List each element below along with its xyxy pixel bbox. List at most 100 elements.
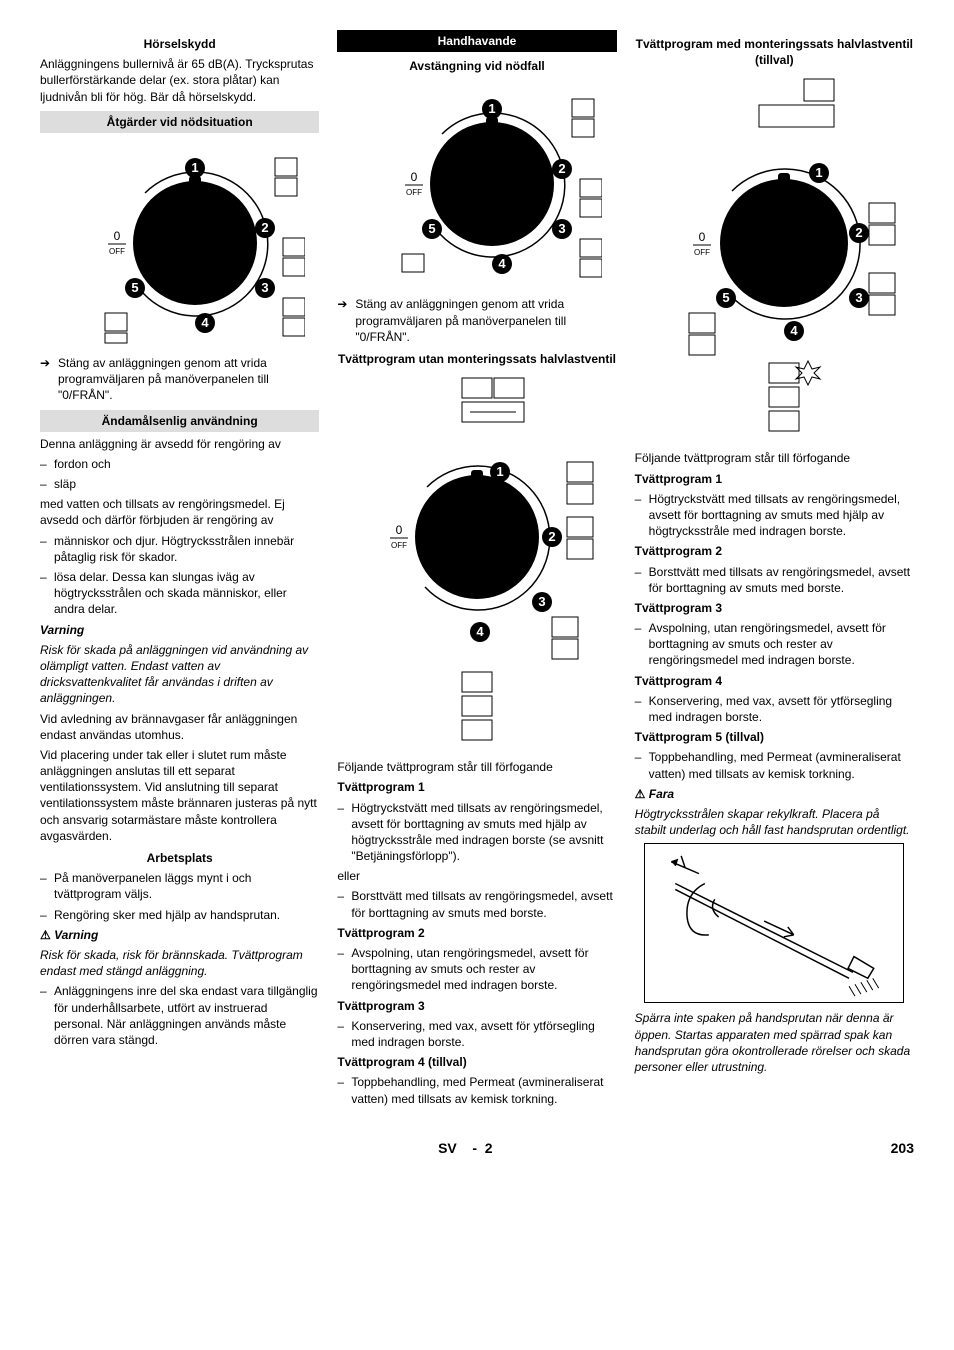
list-item: Anläggningens inre del ska endast vara t… (54, 983, 319, 1048)
danger-heading: Fara (635, 786, 914, 802)
warning-text-1: Risk för skada på anläggningen vid använ… (40, 642, 319, 707)
svg-text:1: 1 (488, 101, 495, 116)
svg-text:1: 1 (496, 464, 503, 479)
svg-text:3: 3 (558, 221, 565, 236)
heading-hearing-protection: Hörselskydd (40, 36, 319, 52)
program-4-list: Toppbehandling, med Permeat (avmineralis… (337, 1074, 616, 1106)
program-3-list: Konservering, med vax, avsett för ytförs… (337, 1018, 616, 1050)
warning-heading-2: Varning (40, 927, 319, 943)
instruction-turn-off-col2: Stäng av anläggningen genom att vrida pr… (337, 296, 616, 345)
program-4-heading-c3: Tvättprogram 4 (635, 673, 914, 689)
list-item: Konservering, med vax, avsett för ytförs… (351, 1018, 616, 1050)
list-item: Toppbehandling, med Permeat (avmineralis… (649, 749, 914, 781)
page-columns: Hörselskydd Anläggningens bullernivå är … (40, 30, 914, 1111)
page-footer: SV - 2 203 (40, 1139, 914, 1158)
program-2-list: Avspolning, utan rengöringsmedel, avsett… (337, 945, 616, 994)
program-1b-list: Borsttvätt med tillsats av rengöringsmed… (337, 888, 616, 920)
paragraph-exhaust: Vid avledning av brännavgaser får anlägg… (40, 711, 319, 743)
svg-text:5: 5 (131, 280, 138, 295)
svg-text:3: 3 (538, 594, 545, 609)
svg-text:0: 0 (699, 230, 706, 244)
program-2-heading-c3: Tvättprogram 2 (635, 543, 914, 559)
svg-text:OFF: OFF (109, 247, 125, 256)
svg-text:1: 1 (191, 160, 198, 175)
footer-lang: SV (438, 1140, 457, 1156)
footer-abs-page: 203 (891, 1139, 914, 1158)
list-item: Toppbehandling, med Permeat (avmineralis… (351, 1074, 616, 1106)
list-item: fordon och (54, 456, 319, 472)
svg-text:OFF: OFF (406, 188, 422, 197)
list-item: Högtryckstvätt med tillsats av rengöring… (351, 800, 616, 865)
svg-text:3: 3 (261, 280, 268, 295)
list-item: Konservering, med vax, avsett för ytförs… (649, 693, 914, 725)
heading-workplace: Arbetsplats (40, 850, 319, 866)
paragraph-ventilation: Vid placering under tak eller i slutet r… (40, 747, 319, 844)
list-intended-yes: fordon och släp (40, 456, 319, 492)
list-item: På manöverpanelen läggs mynt i och tvätt… (54, 870, 319, 902)
danger-text-1: Högtrycksstrålen skapar rekylkraft. Plac… (635, 806, 914, 838)
program-1-list: Högtryckstvätt med tillsats av rengöring… (337, 800, 616, 865)
program-1-heading-c3: Tvättprogram 1 (635, 471, 914, 487)
footer-section-page: 2 (485, 1140, 493, 1156)
figure-dial-5pos-col2: 0 OFF 1 2 3 4 5 (337, 78, 616, 290)
svg-text:0: 0 (411, 170, 418, 184)
list-item: Högtryckstvätt med tillsats av rengöring… (649, 491, 914, 540)
list-item: Avspolning, utan rengöringsmedel, avsett… (351, 945, 616, 994)
program-3-heading-c3: Tvättprogram 3 (635, 600, 914, 616)
figure-spray-gun (635, 842, 914, 1004)
svg-text:4: 4 (476, 624, 484, 639)
svg-text:0: 0 (113, 229, 120, 243)
heading-operation: Handhavande (337, 30, 616, 52)
figure-dial-5pos-col3: 0 OFF 1 2 3 4 5 (635, 72, 914, 444)
heading-programs-with-kit: Tvättprogram med monteringssats halvlast… (635, 36, 914, 68)
svg-text:4: 4 (498, 256, 506, 271)
list-item: Rengöring sker med hjälp av handsprutan. (54, 907, 319, 923)
paragraph-hearing: Anläggningens bullernivå är 65 dB(A). Tr… (40, 56, 319, 105)
instruction-turn-off-col1: Stäng av anläggningen genom att vrida pr… (40, 355, 319, 404)
footer-center: SV - 2 (40, 1139, 891, 1158)
svg-text:OFF: OFF (694, 248, 710, 257)
text-or: eller (337, 868, 616, 884)
program-1-heading: Tvättprogram 1 (337, 779, 616, 795)
program-4-heading: Tvättprogram 4 (tillval) (337, 1054, 616, 1070)
column-3: Tvättprogram med monteringssats halvlast… (635, 30, 914, 1111)
list-warning-2: Anläggningens inre del ska endast vara t… (40, 983, 319, 1048)
figure-dial-5pos-col1: 0 OFF 1 2 3 4 5 (40, 137, 319, 349)
paragraph-programs-available: Följande tvättprogram står till förfogan… (337, 759, 616, 775)
svg-text:2: 2 (558, 161, 565, 176)
list-item: människor och djur. Högtrycksstrålen inn… (54, 533, 319, 565)
warning-heading-1: Varning (40, 622, 319, 638)
svg-text:2: 2 (548, 529, 555, 544)
footer-dash: - (472, 1140, 477, 1156)
svg-text:1: 1 (816, 165, 823, 180)
list-item: släp (54, 476, 319, 492)
danger-text-2: Spärra inte spaken på handsprutan när de… (635, 1010, 914, 1075)
svg-text:5: 5 (428, 221, 435, 236)
list-workplace: På manöverpanelen läggs mynt i och tvätt… (40, 870, 319, 923)
svg-text:OFF: OFF (391, 541, 407, 550)
svg-text:0: 0 (396, 523, 403, 537)
list-item: Borsttvätt med tillsats av rengöringsmed… (351, 888, 616, 920)
heading-intended-use: Ändamålsenlig användning (40, 410, 319, 432)
paragraph-intended-2: med vatten och tillsats av rengöringsmed… (40, 496, 319, 528)
list-intended-no: människor och djur. Högtrycksstrålen inn… (40, 533, 319, 618)
paragraph-intended-1: Denna anläggning är avsedd för rengöring… (40, 436, 319, 452)
svg-text:3: 3 (856, 290, 863, 305)
list-item: lösa delar. Dessa kan slungas iväg av hö… (54, 569, 319, 618)
program-2-heading: Tvättprogram 2 (337, 925, 616, 941)
column-1: Hörselskydd Anläggningens bullernivå är … (40, 30, 319, 1111)
svg-text:4: 4 (201, 315, 209, 330)
paragraph-programs-available-col3: Följande tvättprogram står till förfogan… (635, 450, 914, 466)
list-item: Avspolning, utan rengöringsmedel, avsett… (649, 620, 914, 669)
heading-programs-without-kit: Tvättprogram utan monteringssats halvlas… (337, 351, 616, 367)
svg-text:2: 2 (261, 220, 268, 235)
program-3-heading: Tvättprogram 3 (337, 998, 616, 1014)
program-5-heading-c3: Tvättprogram 5 (tillval) (635, 729, 914, 745)
list-item: Borsttvätt med tillsats av rengöringsmed… (649, 564, 914, 596)
figure-dial-4pos: 0 OFF 1 2 3 4 (337, 371, 616, 753)
svg-text:2: 2 (856, 225, 863, 240)
warning-text-2: Risk för skada, risk för brännskada. Tvä… (40, 947, 319, 979)
svg-text:5: 5 (723, 290, 730, 305)
svg-text:4: 4 (791, 323, 799, 338)
column-2: Handhavande Avstängning vid nödfall 0 OF… (337, 30, 616, 1111)
